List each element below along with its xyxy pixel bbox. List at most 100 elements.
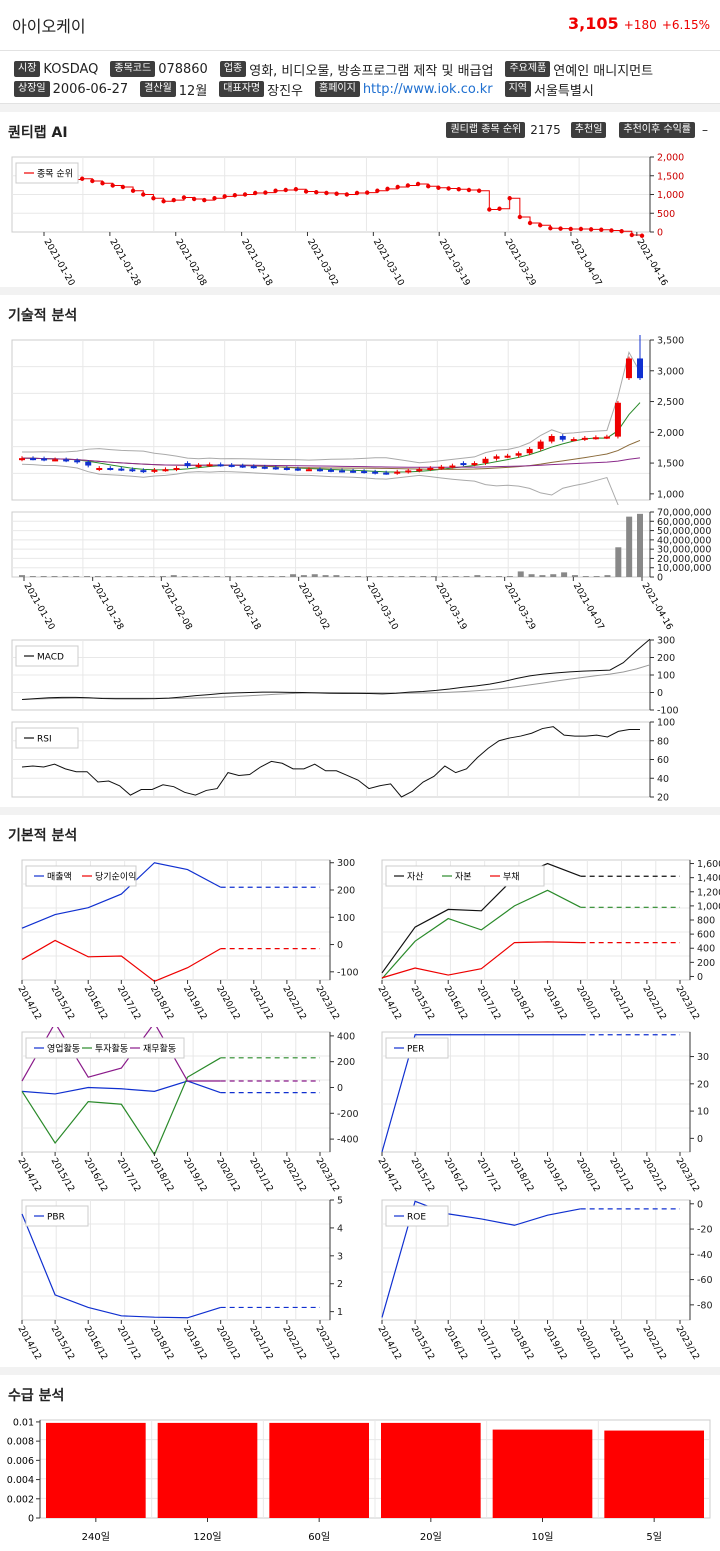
- y-tick-label: 0: [28, 1514, 34, 1525]
- candle-body: [603, 436, 610, 439]
- x-tick-label: 2022/12: [640, 1157, 667, 1194]
- volume-bar: [615, 547, 622, 577]
- quantilab-stats: 퀀티랩 종목 순위 2175 추천일 추천이후 수익률 –: [446, 122, 708, 138]
- price-value: 3,105: [568, 14, 619, 33]
- volume-bar: [561, 572, 568, 577]
- rank-point: [599, 227, 604, 232]
- x-tick-label: 2018/12: [508, 1157, 535, 1194]
- rsi-chart: 20 40 60 80 100 RSI: [11, 718, 675, 803]
- candle-body: [228, 464, 235, 467]
- series-line: [381, 1034, 581, 1153]
- x-tick-label: 2016/12: [442, 985, 469, 1022]
- y-tick-label: 100: [657, 718, 675, 729]
- y-tick-label: 20: [697, 1079, 709, 1090]
- rank-point: [222, 194, 227, 199]
- rank-point: [588, 227, 594, 232]
- x-tick-label: 2021/12: [247, 1325, 274, 1362]
- supply-bar: [46, 1422, 146, 1518]
- legend-box: [25, 1037, 185, 1059]
- candle-body: [526, 448, 533, 454]
- candle-body: [537, 441, 544, 449]
- legend-box: [385, 1205, 449, 1227]
- rank-point: [324, 190, 329, 196]
- y-tick-label: 0.002: [7, 1494, 34, 1505]
- x-tick-label: 60일: [308, 1531, 330, 1543]
- volume-bar: [409, 576, 416, 577]
- y-tick-label: 3,000: [657, 366, 684, 377]
- rank-point: [283, 187, 288, 193]
- price-chart: 1,000 1,500 2,000 2,500 3,000 3,500: [11, 335, 684, 505]
- x-tick-label: 2021-02-08: [159, 582, 194, 633]
- volume-bar: [463, 576, 470, 577]
- x-tick-label: 2020/12: [214, 1157, 241, 1194]
- candle-body: [570, 439, 577, 442]
- legend-box: [385, 865, 545, 887]
- info-value: 연예인 매니지먼트: [553, 63, 654, 79]
- volume-bar: [257, 576, 264, 577]
- y-tick-label: 0: [697, 1134, 703, 1145]
- volume-bar: [496, 576, 503, 577]
- rank-point: [253, 190, 258, 196]
- stock-info: 시장 KOSDAQ 종목코드 078860 업종 영화, 비디오물, 방송프로그램 제…: [0, 51, 720, 104]
- y-tick-label: 5: [337, 1196, 343, 1207]
- candle-body: [140, 470, 147, 473]
- legend-label: 부채: [503, 872, 520, 883]
- legend-label: PER: [407, 1045, 424, 1055]
- info-value: 12월: [178, 83, 208, 99]
- rank-point: [619, 229, 624, 234]
- x-tick-label: 2021-03-10: [371, 238, 406, 288]
- y-tick-label: 20,000,000: [657, 554, 711, 565]
- x-tick-label: 2019/12: [541, 1157, 568, 1194]
- volume-bar: [571, 575, 578, 577]
- rank-point: [212, 196, 217, 201]
- x-tick-label: 2021-04-16: [634, 238, 669, 288]
- volume-bar: [246, 576, 253, 577]
- rank-point: [79, 176, 85, 181]
- rank-point: [314, 190, 319, 195]
- rsi-line: [21, 726, 640, 798]
- volume-bar: [626, 516, 633, 577]
- legend-label: 종목 순위: [37, 169, 73, 180]
- volume-bar: [29, 576, 36, 577]
- rank-point: [578, 226, 584, 232]
- macd-chart: -100 0 100 200 300 MACD: [11, 636, 679, 715]
- x-tick-label: 2021-03-19: [433, 582, 468, 633]
- x-tick-label: 2021/12: [247, 985, 274, 1022]
- candle-body: [173, 468, 180, 470]
- y-tick-label: 1,600: [697, 859, 720, 870]
- rank-point: [151, 196, 156, 201]
- x-tick-label: 2023/12: [673, 1325, 700, 1362]
- x-tick-label: 20일: [420, 1531, 442, 1543]
- y-tick-label: -80: [697, 1300, 713, 1311]
- rank-value: 2175: [530, 123, 561, 137]
- bollinger-upper: [22, 350, 641, 464]
- series-line: [21, 1027, 221, 1082]
- homepage-link[interactable]: http://www.iok.co.kr: [362, 81, 493, 97]
- legend-label: 영업활동: [47, 1043, 80, 1055]
- rank-point: [527, 220, 533, 226]
- x-tick-label: 2021-03-19: [437, 238, 472, 288]
- volume-bar: [203, 576, 210, 577]
- candle-body: [482, 458, 489, 464]
- rank-point: [181, 195, 187, 200]
- legend-box: [25, 865, 137, 887]
- volume-bar: [235, 576, 242, 577]
- x-tick-label: 2021-03-10: [365, 582, 400, 633]
- volume-bar: [355, 576, 362, 577]
- y-tick-label: 0: [697, 972, 703, 983]
- supply-panel: 수급 분석 0 0.002 0.004 0.006 0.008 0.01 240일 120일 6…: [0, 1375, 720, 1551]
- candle-body: [316, 469, 323, 472]
- rank-label: 퀀티랩 종목 순위: [446, 122, 526, 138]
- candle-body: [129, 469, 136, 472]
- x-tick-label: 2016/12: [82, 1325, 109, 1362]
- volume-bar: [431, 576, 437, 577]
- y-tick-label: 40: [657, 774, 669, 785]
- candle-body: [294, 468, 301, 471]
- volume-bar: [51, 576, 58, 577]
- macd-line: [21, 638, 651, 700]
- candle-body: [328, 469, 334, 472]
- x-tick-label: 2020/12: [574, 985, 601, 1022]
- y-tick-label: 60: [657, 755, 669, 766]
- fundamental-title: 기본적 분석: [8, 828, 78, 844]
- y-tick-label: 70,000,000: [657, 508, 711, 519]
